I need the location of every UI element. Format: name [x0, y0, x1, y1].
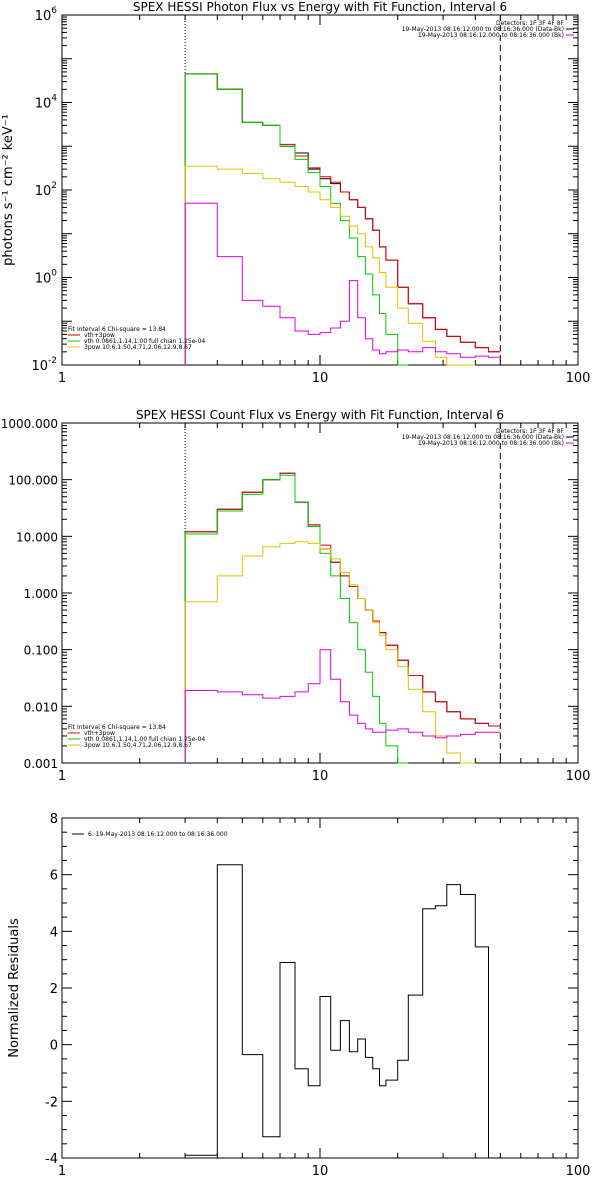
y-tick-base: 10	[35, 9, 52, 24]
y-tick-label: 106	[35, 6, 58, 24]
y-tick-base: 10	[35, 97, 52, 112]
y-tick-exponent: 2	[51, 181, 57, 191]
legend-top-entry: 19-May-2013 08:16:12.000 to 08:16:36.000…	[402, 434, 564, 441]
series-1-line	[185, 864, 501, 1159]
series-3-line	[184, 474, 409, 764]
y-tick-label: 100	[35, 269, 58, 287]
series-1-line	[184, 472, 501, 763]
legend-bottom-entry: vth+3pow	[84, 730, 115, 737]
y-tick-base: 10	[31, 359, 48, 374]
x-tick-label: 100	[566, 371, 591, 386]
y-tick-label: 4	[50, 925, 58, 940]
x-tick-label: 100	[566, 769, 591, 784]
y-tick-label: 104	[35, 94, 58, 112]
legend-bottom-entry: 3pow 10.6,1.50,4.71,2.06,12.9,8.67	[84, 344, 192, 351]
chart-1: SPEX HESSI Photon Flux vs Energy with Fi…	[1, 0, 590, 386]
y-tick-base: 10	[35, 184, 52, 199]
plot-frame	[61, 817, 579, 1159]
y-tick-label: 2	[50, 982, 58, 997]
series-5-line	[184, 649, 501, 763]
chart-3: 1 10 100 -4 -2 0 2 4 6 8 Normalized Residuals 6. 19…	[7, 812, 590, 1179]
x-tick-label: 1	[58, 371, 66, 386]
x-tick-label: 10	[312, 1164, 329, 1179]
y-tick-label: 6	[50, 869, 58, 884]
legend-top-entry: Detectors: 1F 3F 4F 8F	[496, 20, 565, 27]
series-4-line	[184, 165, 476, 366]
y-axis-label: Normalized Residuals	[7, 918, 22, 1058]
chart-2: SPEX HESSI Count Flux vs Energy with Fit…	[1, 408, 591, 784]
legend-bottom-entry: vth 0.0861,1.14,1.00 full chian 1.25e-04	[84, 736, 205, 743]
legend-bottom-entry: vth 0.0861,1.14,1.00 full chian 1.25e-04	[84, 338, 205, 345]
y-tick-exponent: -2	[48, 356, 57, 366]
y-axis-label: photons s⁻¹ cm⁻² keV⁻¹	[1, 114, 16, 266]
y-tick-exponent: 6	[51, 6, 57, 16]
chart-title: SPEX HESSI Count Flux vs Energy with Fit…	[136, 408, 504, 422]
legend-top-entry: 19-May-2013 08:16:12.000 to 08:16:36.000…	[418, 440, 564, 447]
series-4-line	[184, 541, 476, 764]
series-3-line	[184, 73, 409, 366]
y-tick-exponent: 4	[51, 94, 57, 104]
y-tick-label: 0.100	[24, 644, 58, 658]
x-tick-label: 1	[58, 769, 66, 784]
y-tick-label: -4	[45, 1152, 58, 1167]
y-tick-label: 0.001	[24, 757, 58, 771]
y-tick-label: 1000.000	[1, 417, 58, 431]
legend-top-entry: 19-May-2013 08:16:12.000 to 08:16:36.000…	[418, 32, 564, 39]
y-tick-label: 8	[50, 812, 58, 827]
x-tick-label: 100	[566, 1164, 591, 1179]
series-2-line	[184, 472, 501, 763]
legend-bottom-entry: Fit Interval 6 Chi-square = 13.84	[68, 724, 166, 731]
x-tick-label: 1	[58, 1164, 66, 1179]
legend-bottom-entry: 3pow 10.6,1.50,4.71,2.06,12.9,8.67	[84, 742, 192, 749]
legend-top-entry: 19-May-2013 08:16:12.000 to 08:16:36.000…	[402, 26, 564, 33]
y-tick-label: 1.000	[24, 587, 58, 601]
y-tick-label: 10.000	[16, 530, 58, 544]
legend-bottom-entry: Fit Interval 6 Chi-square = 13.84	[68, 326, 166, 333]
legend-entry: 6. 19-May-2013 08:16:12.000 to 08:16:36.…	[88, 831, 228, 838]
y-tick-base: 10	[35, 272, 52, 287]
y-tick-label: 0.010	[24, 700, 58, 714]
x-tick-label: 10	[312, 371, 329, 386]
y-tick-exponent: 0	[51, 269, 57, 279]
series-5-line	[184, 202, 501, 365]
y-tick-label: 100.000	[8, 474, 58, 488]
y-tick-label: 0	[50, 1039, 58, 1054]
y-tick-label: -2	[45, 1095, 58, 1110]
legend-top-entry: Detectors: 1F 3F 4F 8F	[496, 428, 565, 435]
y-tick-label: 102	[35, 181, 57, 199]
x-tick-label: 10	[312, 769, 329, 784]
legend-bottom-entry: vth+3pow	[84, 332, 115, 339]
chart-title: SPEX HESSI Photon Flux vs Energy with Fi…	[133, 0, 507, 14]
y-tick-label: 10-2	[31, 356, 57, 374]
